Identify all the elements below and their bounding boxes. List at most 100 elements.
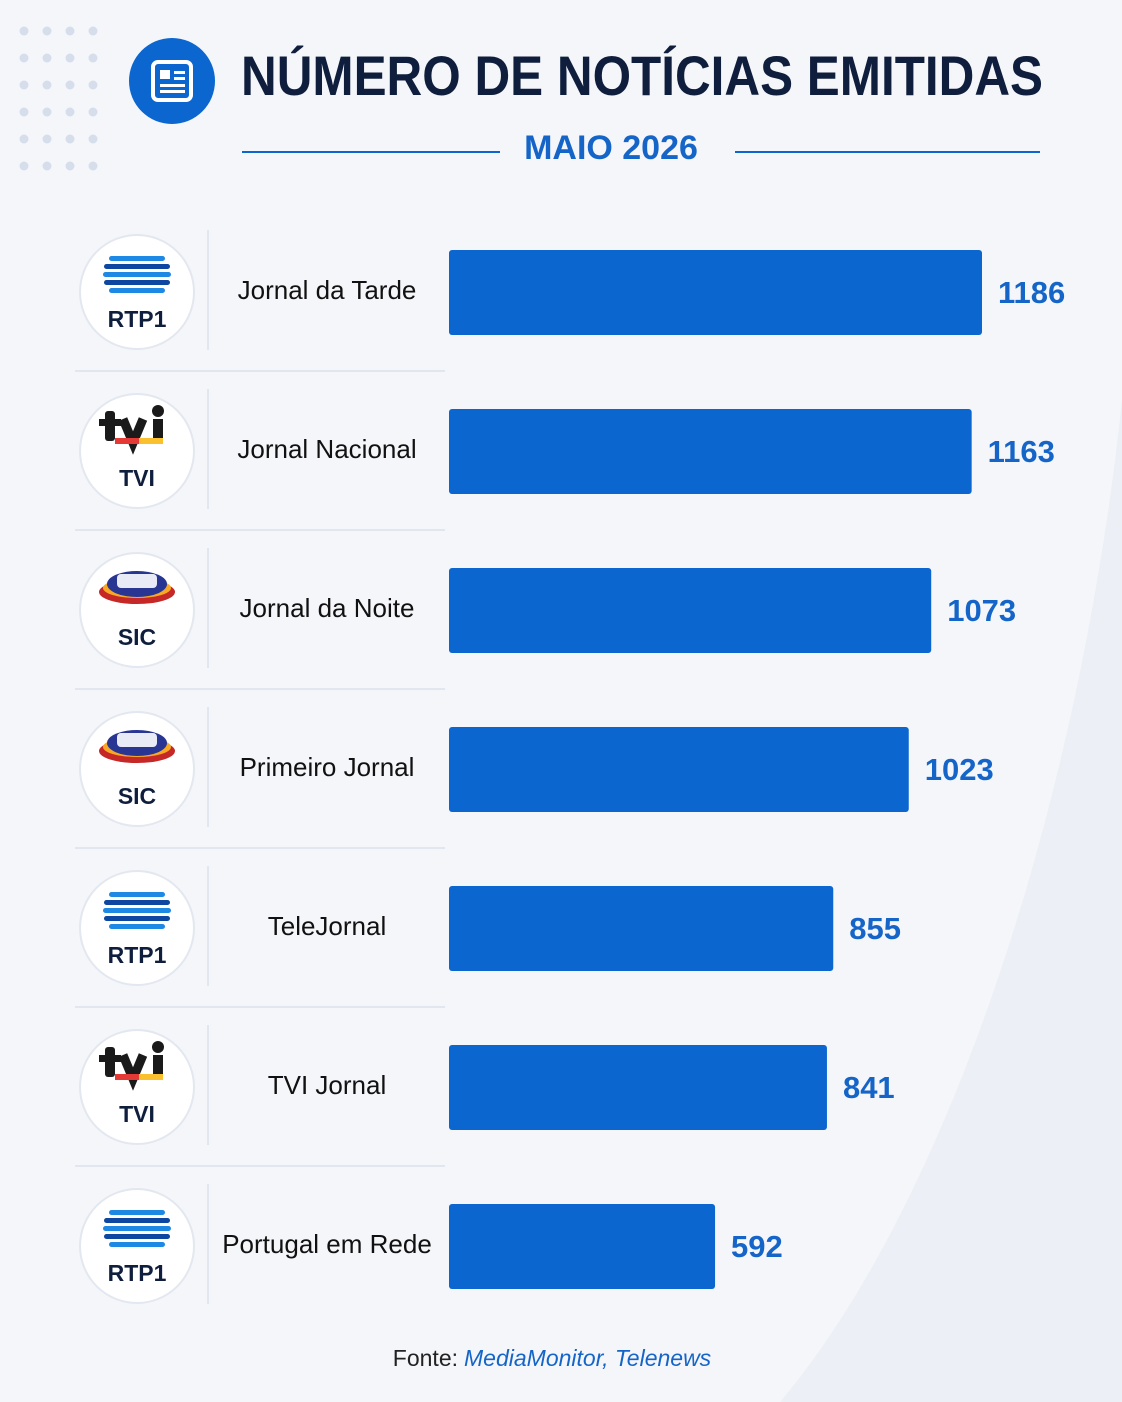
bar [449, 727, 909, 812]
title-icon-glyph [174, 77, 185, 80]
category-label: Primeiro Jornal [240, 752, 415, 782]
logo-shape [109, 1210, 165, 1215]
value-label: 1163 [988, 434, 1055, 469]
title-icon-glyph [160, 90, 185, 93]
dot [88, 80, 98, 90]
value-label: 1073 [947, 593, 1016, 628]
channel-logo [103, 256, 171, 293]
category-label: Jornal da Tarde [238, 275, 417, 305]
source: Fonte: MediaMonitor, Telenews [393, 1345, 712, 1371]
logo-shape [104, 280, 170, 285]
category-label: Jornal Nacional [237, 434, 416, 464]
dot [42, 26, 52, 36]
dot [19, 134, 29, 144]
title-icon-glyph [151, 60, 193, 102]
channel-logo [99, 1041, 164, 1091]
logo-shape [99, 419, 121, 426]
bar [449, 409, 972, 494]
channel-logo [99, 405, 164, 455]
channel-logo [99, 571, 175, 604]
logo-shape [152, 405, 164, 417]
logo-shape [153, 419, 163, 443]
dot [42, 161, 52, 171]
logo-shape [117, 574, 157, 588]
chart-subtitle: MAIO 2026 [524, 129, 698, 167]
channel-name: SIC [118, 624, 156, 650]
logo-shape [104, 264, 170, 269]
logo-shape [139, 438, 163, 444]
source-name: MediaMonitor, Telenews [464, 1345, 712, 1371]
title-icon [129, 38, 215, 124]
logo-shape [99, 1055, 121, 1062]
title-icon-glyph [174, 71, 185, 74]
dot [19, 26, 29, 36]
value-label: 1186 [998, 275, 1065, 310]
dot [65, 161, 75, 171]
channel-name: RTP1 [108, 306, 167, 332]
dot [42, 107, 52, 117]
dot [65, 134, 75, 144]
bar [449, 1204, 716, 1289]
dot [88, 134, 98, 144]
bar [449, 568, 932, 653]
dot [42, 134, 52, 144]
logo-shape [104, 1218, 170, 1223]
dot [19, 53, 29, 63]
bar [449, 886, 834, 971]
dot [88, 107, 98, 117]
channel-name: RTP1 [108, 942, 167, 968]
background-curve [780, 400, 1122, 1402]
dot [88, 161, 98, 171]
logo-shape [103, 1226, 171, 1231]
logo-shape [153, 1055, 163, 1079]
value-label: 1023 [925, 752, 994, 787]
logo-shape [139, 1074, 163, 1080]
category-label: TVI Jornal [268, 1070, 387, 1100]
title-icon-glyph [160, 84, 185, 87]
value-label: 841 [843, 1070, 895, 1105]
source-label: Fonte: [393, 1345, 458, 1371]
dot [19, 80, 29, 90]
dot [19, 161, 29, 171]
logo-shape [152, 1041, 164, 1053]
logo-shape [117, 733, 157, 747]
dot [65, 53, 75, 63]
channel-name: RTP1 [108, 1260, 167, 1286]
logo-shape [115, 1074, 139, 1080]
logo-shape [103, 908, 171, 913]
dot [65, 107, 75, 117]
channel-name: TVI [119, 465, 155, 491]
category-label: Jornal da Noite [240, 593, 415, 623]
dot [42, 80, 52, 90]
logo-shape [115, 438, 139, 444]
rows: RTP1 Jornal da Tarde 1186 TVI Jornal Naciona… [75, 230, 1065, 1304]
dot [88, 53, 98, 63]
dot [19, 107, 29, 117]
bar [449, 1045, 827, 1130]
value-label: 855 [849, 911, 901, 946]
dot [42, 53, 52, 63]
channel-logo [103, 892, 171, 929]
channel-logo [103, 1210, 171, 1247]
logo-shape [109, 288, 165, 293]
channel-name: TVI [119, 1101, 155, 1127]
logo-shape [104, 1234, 170, 1239]
logo-shape [104, 900, 170, 905]
logo-shape [109, 256, 165, 261]
dot-pattern [19, 26, 98, 171]
channel-logo [99, 730, 175, 763]
category-label: Portugal em Rede [222, 1229, 432, 1259]
dot [65, 26, 75, 36]
category-label: TeleJornal [268, 911, 387, 941]
dot [65, 80, 75, 90]
logo-shape [109, 924, 165, 929]
logo-shape [109, 1242, 165, 1247]
logo-shape [109, 892, 165, 897]
value-label: 592 [731, 1229, 783, 1264]
bar [449, 250, 982, 335]
title-icon-glyph [160, 70, 170, 79]
channel-name: SIC [118, 783, 156, 809]
logo-shape [103, 272, 171, 277]
